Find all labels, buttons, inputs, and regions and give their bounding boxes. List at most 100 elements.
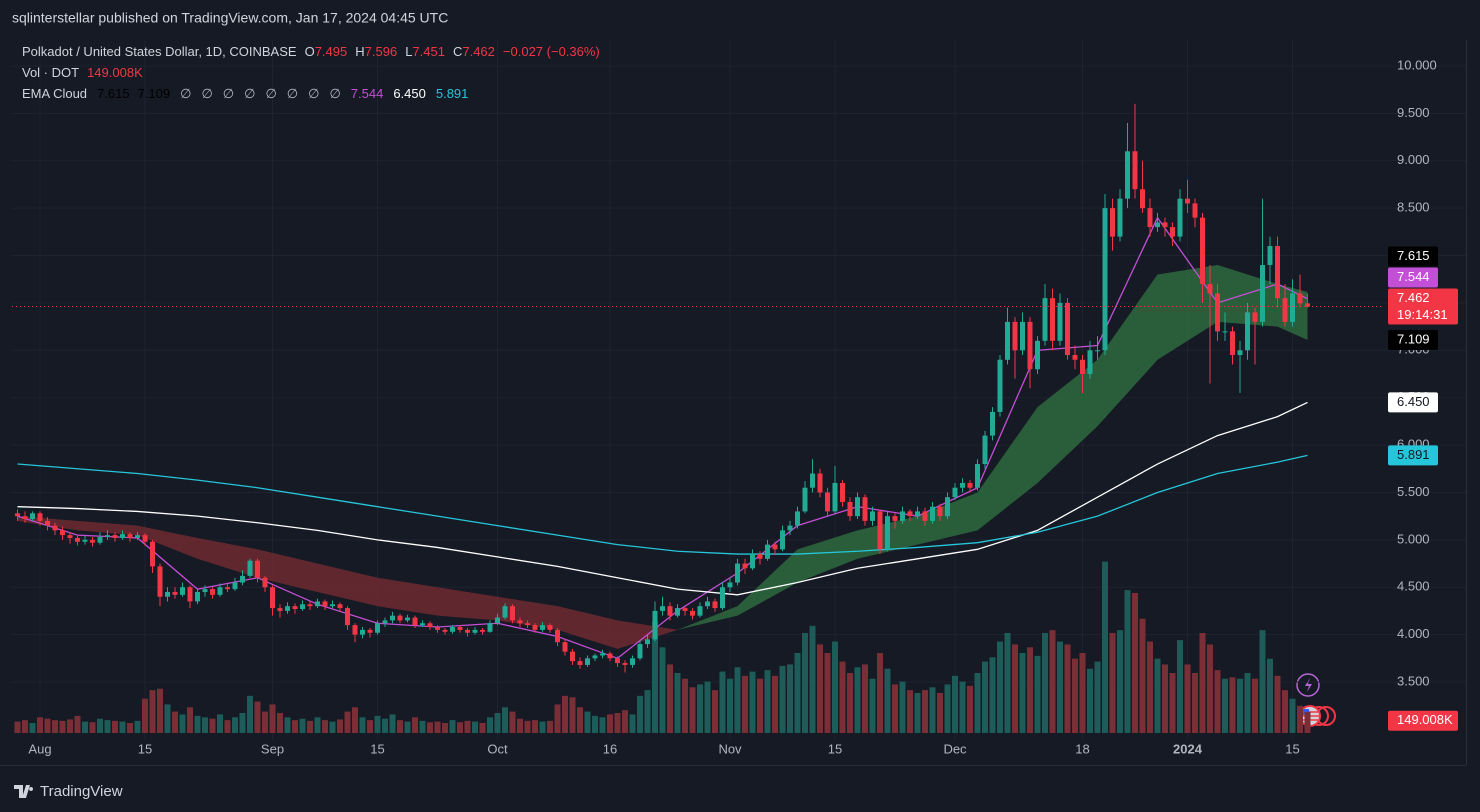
x-tick-label: Sep — [261, 741, 284, 756]
volume-legend: Vol · DOT 149.008K — [22, 65, 143, 80]
volume-bar — [1139, 618, 1146, 733]
logo-text: TradingView — [40, 783, 123, 800]
y-tick-label: 10.000 — [1397, 57, 1437, 72]
volume-bar — [1252, 678, 1258, 733]
volume-bar — [997, 641, 1003, 733]
volume-bar — [457, 722, 463, 733]
price-badge-label: 7.109 — [1397, 331, 1430, 346]
volume-bar — [854, 667, 861, 733]
x-tick-label: 15 — [1285, 741, 1299, 756]
candle-body — [262, 577, 268, 588]
candle-body — [472, 629, 478, 633]
candle-body — [1260, 265, 1265, 322]
ema-cloud — [977, 407, 1038, 531]
volume-bar — [254, 701, 261, 733]
volume-bar — [682, 678, 688, 733]
candle-body — [585, 658, 590, 665]
price-badge-label: 7.615 — [1397, 248, 1430, 263]
volume-bar — [14, 721, 21, 733]
volume-bar — [472, 721, 478, 733]
volume-bar — [1147, 641, 1153, 733]
volume-bar — [1117, 630, 1123, 733]
volume-bar — [1169, 673, 1176, 733]
volume-bar — [322, 720, 328, 733]
candle-body — [930, 506, 935, 521]
candle-body — [742, 563, 748, 569]
volume-bar — [479, 723, 486, 733]
volume-bar — [419, 720, 426, 733]
price-badge — [1388, 445, 1438, 466]
volume-bar — [1244, 673, 1251, 733]
candle-body — [225, 587, 230, 590]
candle-body — [195, 591, 200, 602]
volume-bar — [1177, 640, 1183, 733]
volume-bar — [1259, 630, 1266, 733]
candle-body — [105, 535, 110, 538]
volume-bar — [134, 720, 141, 733]
candle-body — [127, 534, 133, 538]
candle-body — [1192, 203, 1198, 218]
candle-body — [990, 411, 995, 436]
volume-bar — [52, 720, 58, 733]
candle-body — [525, 623, 530, 626]
candle-body — [1155, 222, 1160, 228]
candle-body — [847, 501, 853, 517]
volume-bar — [884, 668, 891, 733]
price-badge — [1388, 329, 1438, 350]
price-badge — [1388, 392, 1438, 413]
candle-body — [877, 511, 883, 550]
volume-bar — [1027, 647, 1033, 733]
candle-body — [1305, 303, 1310, 307]
volume-bar — [569, 697, 576, 733]
indicator-disabled: ∅ — [180, 86, 191, 101]
candle-body — [1065, 302, 1070, 356]
volume-bar — [1094, 661, 1101, 733]
candle-body — [1050, 298, 1055, 341]
plot: 3.5004.0004.5005.0005.5006.0006.5007.000… — [12, 40, 1466, 756]
price-badge — [1388, 267, 1438, 288]
volume-bar — [614, 713, 621, 733]
candle-body — [997, 359, 1003, 412]
candle-body — [112, 535, 118, 538]
candle-body — [1275, 246, 1280, 299]
volume-bar — [907, 690, 913, 733]
volume-bar — [104, 720, 111, 733]
volume-bar — [157, 688, 163, 733]
volume-bar — [142, 698, 148, 733]
candle-body — [1005, 321, 1010, 360]
candle-body — [532, 625, 538, 630]
candle-body — [975, 464, 980, 488]
ema-cloud — [377, 577, 438, 616]
volume-bar — [247, 695, 253, 733]
candle-body — [540, 625, 545, 630]
price-badge — [1388, 246, 1438, 267]
candle-body — [570, 651, 575, 662]
candle-body — [592, 655, 598, 659]
volume-bar — [149, 690, 156, 733]
volume-bar — [82, 721, 88, 733]
candle-body — [622, 663, 628, 665]
candle-body — [82, 539, 88, 542]
candle-body — [637, 644, 643, 659]
candle-body — [817, 473, 823, 493]
candle-body — [937, 506, 943, 517]
indicator-disabled: ∅ — [287, 86, 298, 101]
volume-bar — [764, 670, 771, 733]
volume-bar — [712, 690, 718, 733]
volume-bar — [817, 644, 823, 733]
candle-body — [1132, 151, 1138, 190]
volume-bar — [989, 657, 996, 733]
candle-body — [420, 623, 425, 626]
volume-bar — [629, 714, 636, 733]
ema-cloud — [257, 549, 318, 592]
candle-body — [862, 497, 868, 521]
candle-body — [1095, 350, 1100, 352]
candle-body — [345, 608, 350, 626]
candle-body — [825, 492, 830, 512]
volume-bar — [532, 720, 538, 733]
ema-cloud — [797, 530, 858, 583]
volume-bar — [97, 718, 103, 733]
candle-body — [795, 511, 800, 526]
candle-body — [405, 617, 410, 621]
candle-body — [397, 615, 403, 621]
